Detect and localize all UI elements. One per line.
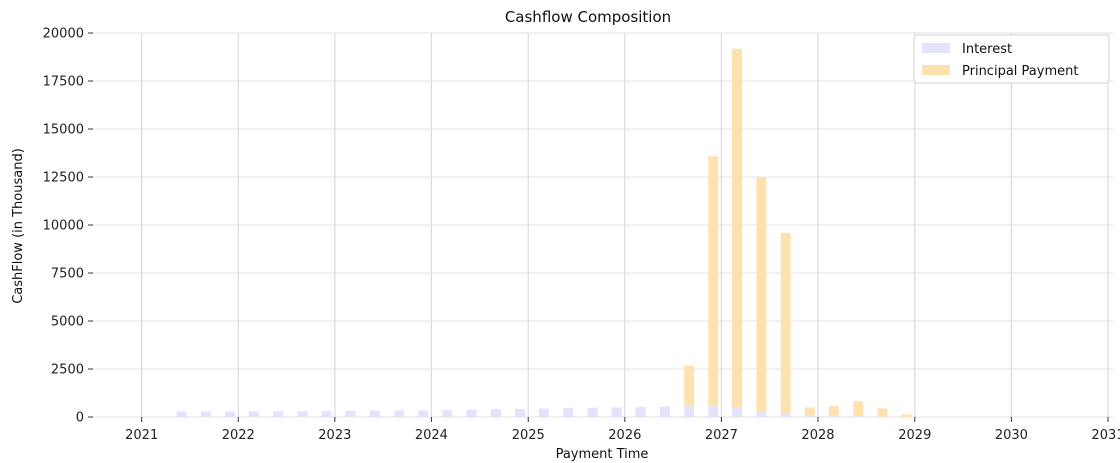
bar-principal bbox=[828, 406, 839, 416]
x-tick-label: 2028 bbox=[801, 428, 834, 443]
bar-interest bbox=[780, 413, 791, 417]
bar-principal bbox=[901, 414, 912, 417]
bar-interest bbox=[659, 406, 670, 417]
x-tick-label: 2031 bbox=[1091, 428, 1120, 443]
bar-interest bbox=[200, 411, 211, 417]
bar-principal bbox=[853, 401, 864, 417]
bar-interest bbox=[732, 407, 743, 417]
bar-interest bbox=[563, 408, 574, 417]
legend-label-principal: Principal Payment bbox=[962, 64, 1078, 79]
x-tick-label: 2025 bbox=[512, 428, 545, 443]
bar-interest bbox=[756, 410, 767, 417]
bar-interest bbox=[321, 411, 332, 417]
bar-interest bbox=[611, 407, 622, 417]
bar-interest bbox=[515, 408, 526, 417]
bar-interest bbox=[248, 411, 259, 417]
bar-interest bbox=[708, 405, 719, 417]
bar-principal bbox=[708, 156, 719, 406]
y-tick-label: 5000 bbox=[51, 315, 84, 330]
y-tick-label: 15000 bbox=[43, 123, 84, 138]
legend-label-interest: Interest bbox=[962, 42, 1012, 57]
bar-principal bbox=[684, 365, 695, 407]
bar-interest bbox=[538, 408, 549, 417]
bar-interest bbox=[225, 411, 236, 417]
chart-title: Cashflow Composition bbox=[505, 8, 671, 26]
legend-swatch-principal bbox=[922, 65, 950, 75]
legend: Interest Principal Payment bbox=[913, 34, 1110, 84]
y-tick-label: 10000 bbox=[43, 219, 84, 234]
bar-interest bbox=[490, 409, 501, 417]
legend-swatch-interest bbox=[922, 43, 950, 53]
x-tick-label: 2024 bbox=[415, 428, 448, 443]
bar-interest bbox=[394, 410, 405, 417]
bar-interest bbox=[418, 410, 429, 417]
axes: 0 2500 5000 7500 10000 12500 15000 17500 20000 20… bbox=[43, 27, 1120, 444]
x-tick-label: 2021 bbox=[125, 428, 158, 443]
legend-frame bbox=[913, 34, 1110, 84]
bar-interest bbox=[587, 407, 598, 417]
x-tick-label: 2026 bbox=[608, 428, 641, 443]
y-axis-label: CashFlow (in Thousand) bbox=[11, 148, 26, 304]
y-tick-label: 0 bbox=[76, 411, 84, 426]
bar-interest bbox=[684, 406, 695, 417]
x-tick-label: 2023 bbox=[318, 428, 351, 443]
bar-principal bbox=[877, 408, 888, 417]
y-tick-label: 12500 bbox=[43, 171, 84, 186]
x-tick-label: 2029 bbox=[898, 428, 931, 443]
bar-principal bbox=[804, 407, 815, 416]
x-tick-label: 2030 bbox=[995, 428, 1028, 443]
bar-principal bbox=[780, 232, 791, 414]
bar-interest bbox=[273, 411, 284, 417]
bar-interest bbox=[635, 407, 646, 417]
bar-interest bbox=[442, 409, 453, 417]
bars bbox=[176, 48, 912, 417]
bar-interest bbox=[804, 415, 815, 417]
bar-interest bbox=[176, 411, 187, 417]
bar-interest bbox=[345, 410, 356, 417]
bar-principal bbox=[756, 177, 767, 411]
y-tick-label: 20000 bbox=[43, 27, 84, 42]
x-tick-label: 2022 bbox=[222, 428, 255, 443]
y-tick-label: 17500 bbox=[43, 75, 84, 90]
bar-principal bbox=[732, 48, 743, 408]
x-tick-label: 2027 bbox=[705, 428, 738, 443]
bar-interest bbox=[369, 410, 380, 417]
bar-interest bbox=[297, 411, 308, 417]
grid bbox=[93, 32, 1113, 418]
y-tick-label: 7500 bbox=[51, 267, 84, 282]
bar-interest bbox=[853, 416, 864, 417]
x-axis-label: Payment Time bbox=[556, 447, 649, 462]
y-tick-label: 2500 bbox=[51, 363, 84, 378]
bar-interest bbox=[828, 415, 839, 417]
bar-interest bbox=[466, 409, 477, 417]
